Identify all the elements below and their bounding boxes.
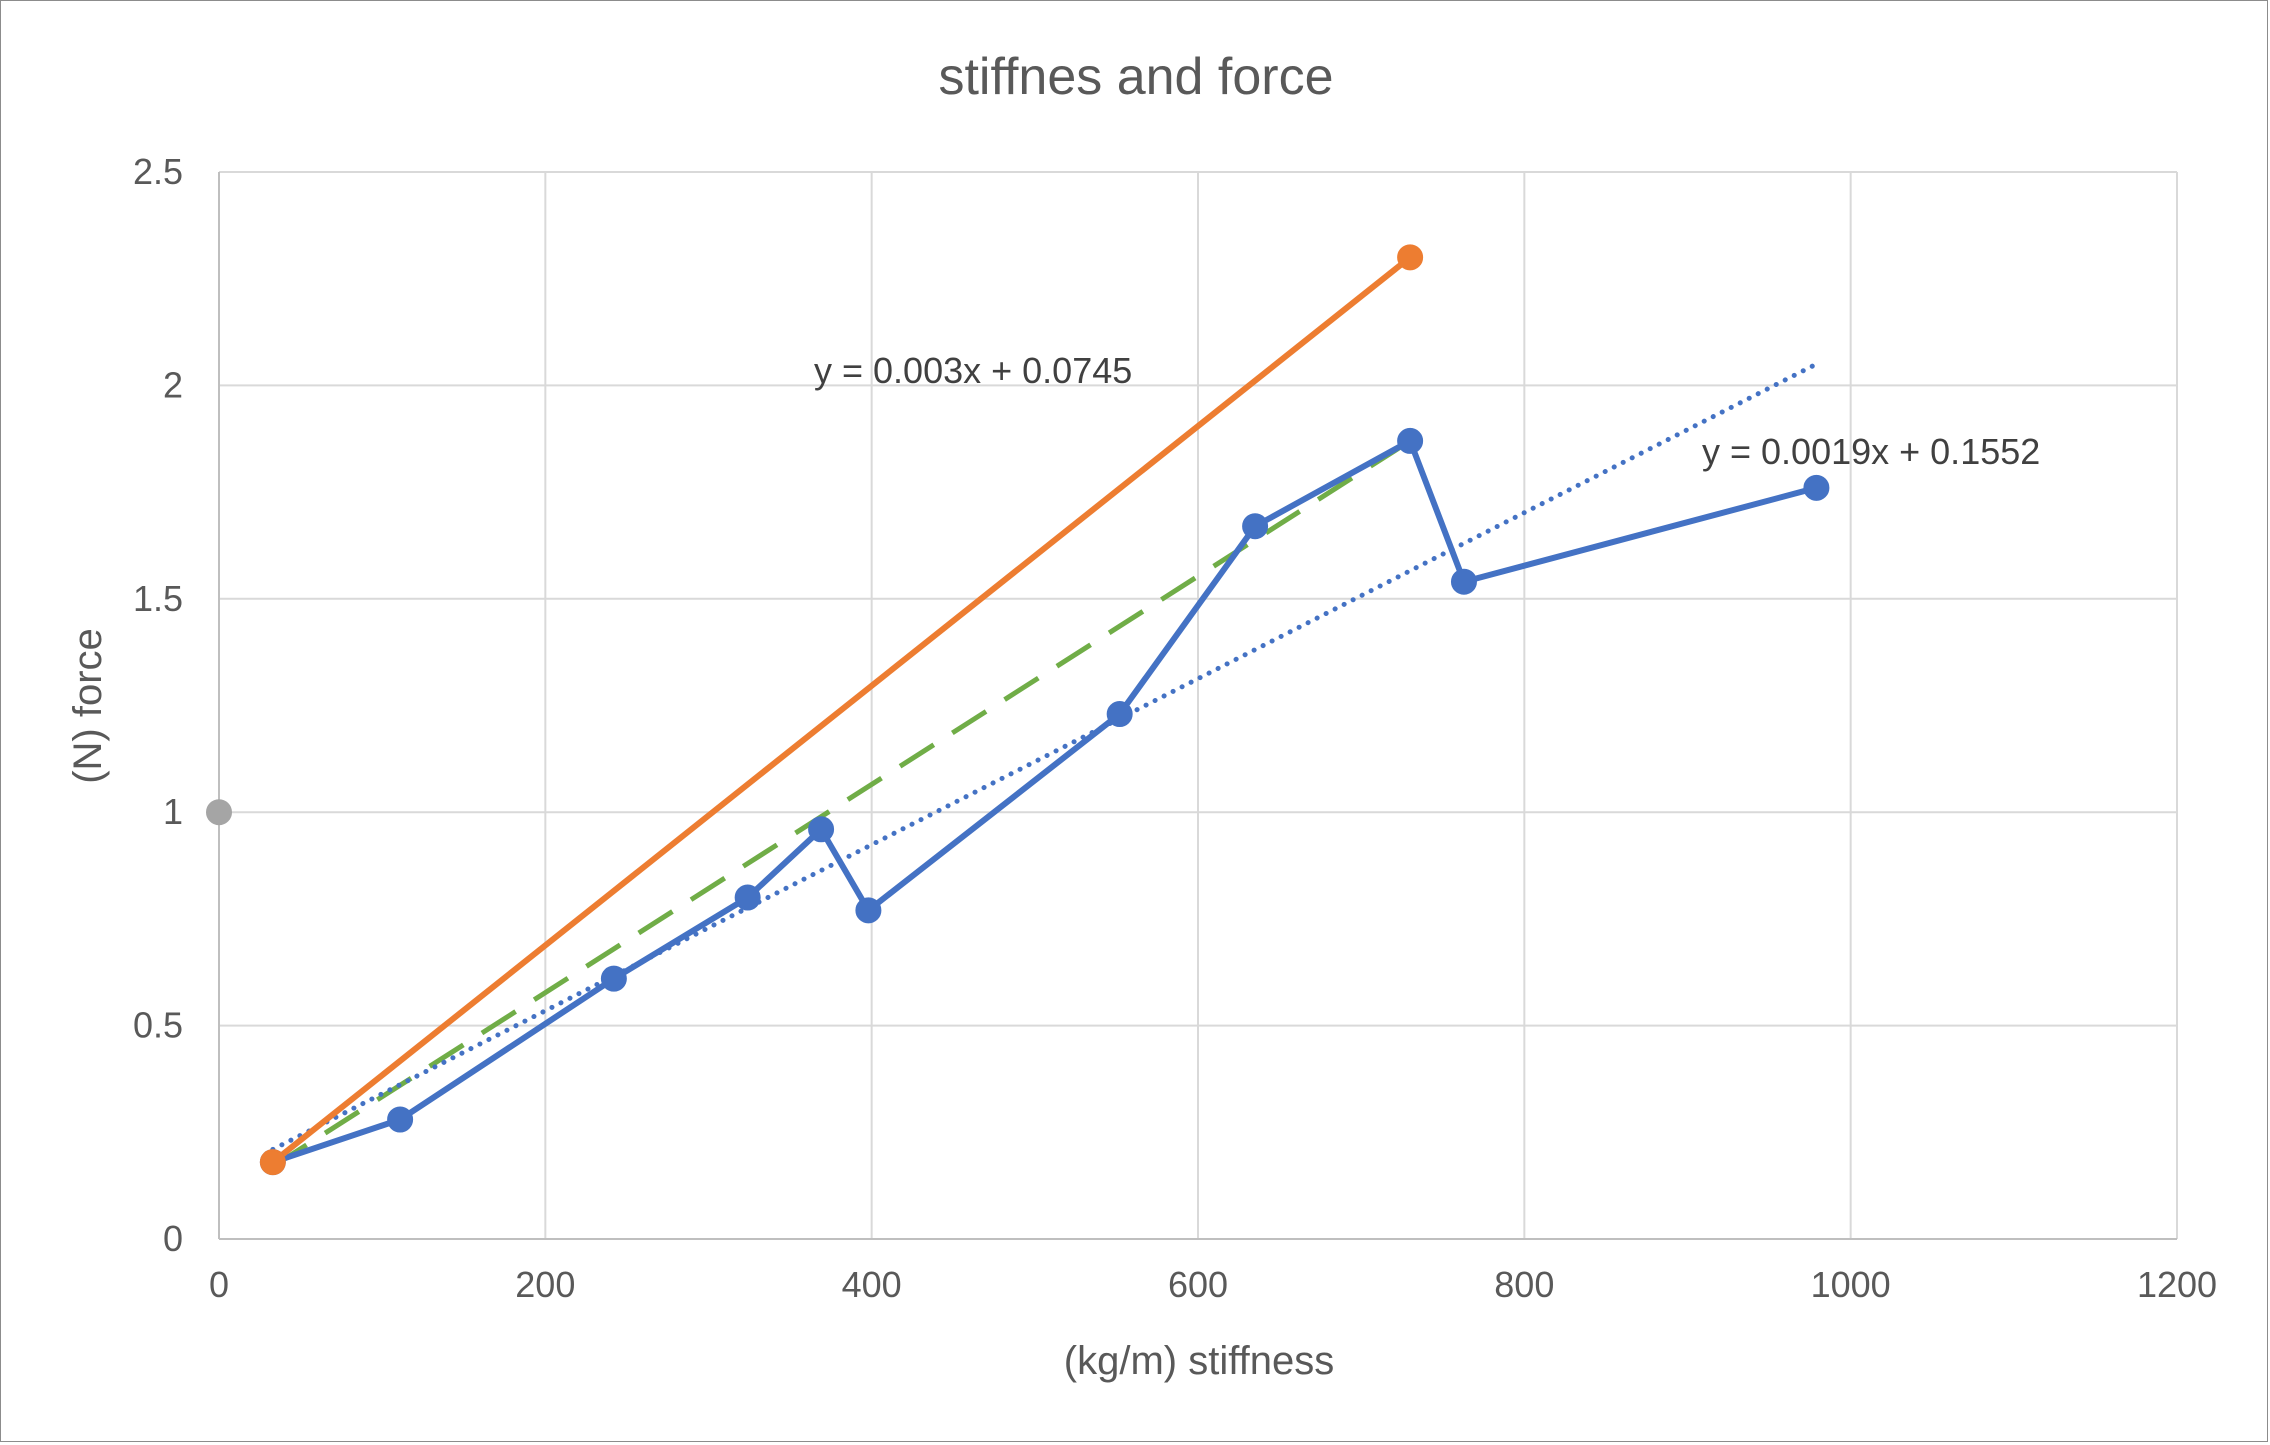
- y-tick-label: 1.5: [133, 578, 183, 619]
- x-tick-label: 0: [209, 1264, 229, 1305]
- data-point: [734, 884, 761, 911]
- y-tick-label: 1: [163, 791, 183, 832]
- trendline-dotted: [270, 361, 1819, 1152]
- x-axis-title: (kg/m) stiffness: [1064, 1339, 1334, 1383]
- data-point: [206, 799, 232, 826]
- x-tick-label: 600: [1168, 1264, 1228, 1305]
- data-point: [855, 897, 882, 924]
- grid-layer: [218, 171, 2178, 1240]
- trendline-equation-orange: y = 0.003x + 0.0745: [814, 350, 1132, 391]
- x-tick-label: 200: [515, 1264, 575, 1305]
- series-layer: [206, 244, 1830, 1176]
- trendline-layer: [270, 361, 1819, 1169]
- series-line: [270, 255, 1412, 1165]
- y-tick-label: 0.5: [133, 1005, 183, 1046]
- y-axis-title: (N) force: [66, 628, 110, 784]
- data-point: [600, 965, 627, 992]
- data-point: [387, 1106, 414, 1133]
- data-point: [1397, 427, 1424, 454]
- x-tick-label: 1200: [2137, 1264, 2217, 1305]
- y-tick-label: 0: [163, 1218, 183, 1259]
- x-tick-label: 400: [842, 1264, 902, 1305]
- data-point: [1450, 568, 1477, 595]
- y-tick-label: 2: [163, 364, 183, 405]
- chart-title: stiffnes and force: [938, 48, 1333, 106]
- x-tick-label: 1000: [1811, 1264, 1891, 1305]
- x-tick-label: 800: [1494, 1264, 1554, 1305]
- data-point: [1242, 513, 1269, 540]
- trendline-dashed: [271, 438, 1412, 1169]
- data-point: [1106, 701, 1133, 728]
- tick-label-layer: 0 200 400 600 800 1000 1200 0 0.5 1 1.5 2 2.5: [133, 151, 2217, 1305]
- data-point: [259, 1149, 286, 1176]
- trendline-equation-blue: y = 0.0019x + 0.1552: [1702, 431, 2040, 472]
- data-point: [1397, 244, 1424, 271]
- data-point: [1803, 474, 1830, 501]
- y-tick-label: 2.5: [133, 151, 183, 192]
- data-point: [808, 816, 835, 843]
